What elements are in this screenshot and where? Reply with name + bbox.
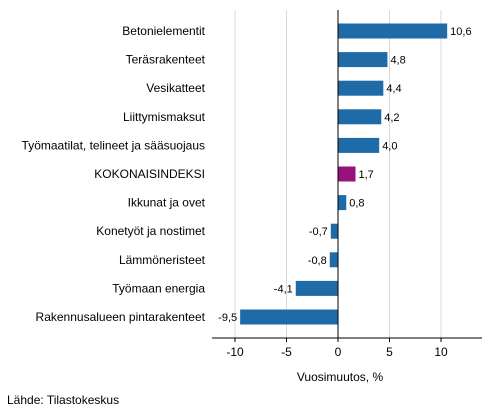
category-label: Ikkunat ja ovet (128, 196, 206, 210)
category-label: Liittymismaksut (123, 110, 206, 124)
bar (338, 23, 448, 39)
bar (338, 80, 384, 96)
value-label: 4,8 (390, 55, 405, 67)
value-label: -9,5 (218, 312, 237, 324)
bar (329, 252, 338, 268)
x-tick-label: 10 (434, 345, 448, 359)
bar (240, 309, 338, 325)
x-tick-label: 0 (335, 345, 342, 359)
value-labels: 10,6 4,8 4,4 4,2 4,0 1,7 0,8 -0,7 -0,8 -4,1 -9,5 (218, 26, 471, 324)
source-note: Lähde: Tilastokeskus (7, 393, 120, 407)
value-label: -0,8 (308, 255, 327, 267)
bar (338, 137, 380, 153)
x-tick-label: -10 (226, 345, 244, 359)
bar (338, 166, 356, 182)
value-label: 0,8 (349, 198, 364, 210)
bar (338, 52, 388, 68)
category-label: Lämmöneristeet (119, 253, 206, 267)
value-label: 4,2 (384, 112, 399, 124)
bar (330, 223, 338, 239)
category-labels: Betonielementit Teräsrakenteet Vesikatteet… (22, 24, 206, 324)
bar (338, 109, 382, 125)
category-label: Konetyöt ja nostimet (96, 224, 205, 238)
value-label: 1,7 (359, 169, 374, 181)
x-tick-label: -5 (281, 345, 292, 359)
bar (338, 195, 347, 211)
bars (240, 23, 448, 325)
bar (295, 280, 338, 296)
x-axis: -10 -5 0 5 10 (212, 10, 482, 359)
category-label: KOKONAISINDEKSI (94, 167, 205, 181)
category-label: Työmaatilat, telineet ja sääsuojaus (22, 138, 205, 152)
value-label: -4,1 (274, 283, 293, 295)
category-label: Teräsrakenteet (126, 53, 206, 67)
value-label: -0,7 (309, 226, 328, 238)
gridlines (234, 10, 442, 338)
category-label: Rakennusalueen pintarakenteet (36, 310, 206, 324)
value-label: 4,4 (386, 83, 401, 95)
value-label: 10,6 (450, 26, 471, 38)
x-tick-label: 5 (386, 345, 393, 359)
category-label: Betonielementit (122, 24, 205, 38)
category-label: Vesikatteet (146, 81, 205, 95)
x-axis-label: Vuosimuutos, % (297, 370, 384, 384)
value-label: 4,0 (382, 140, 397, 152)
category-label: Työmaan energia (112, 281, 205, 295)
